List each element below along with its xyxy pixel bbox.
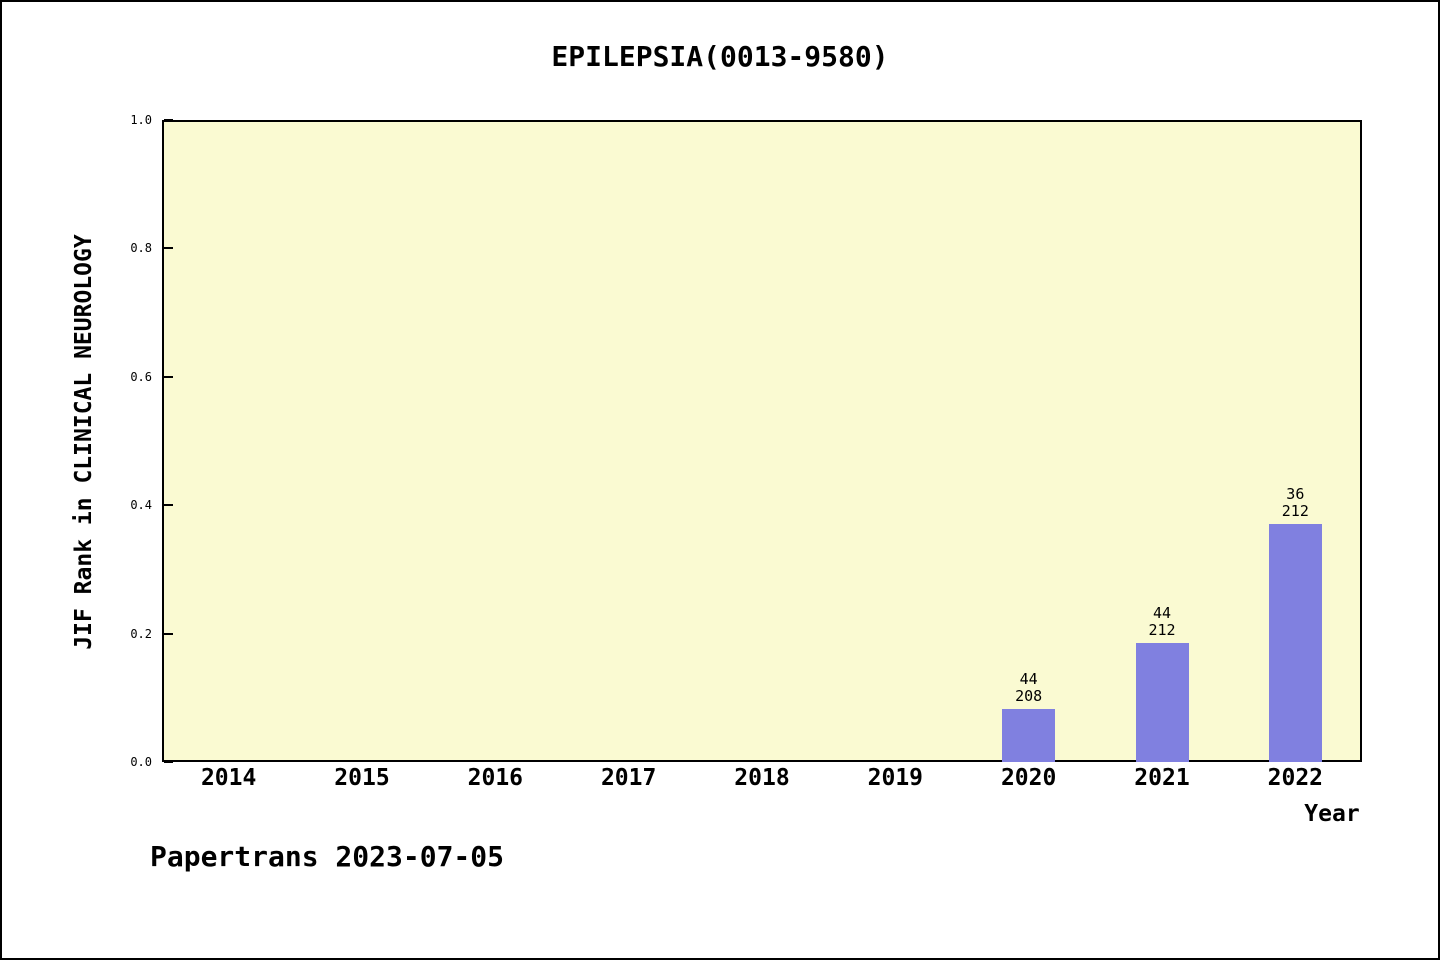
y-tick-label-0.4: 0.4 [130, 498, 152, 513]
bar-value-label-2022: 36 212 [1281, 484, 1309, 520]
y-tick-mark [164, 504, 173, 507]
y-axis-label: JIF Rank in CLINICAL NEUROLOGY [71, 234, 97, 650]
y-tick-mark [164, 247, 173, 250]
y-tick-mark [164, 632, 173, 635]
x-tick-label-2016: 2016 [467, 765, 524, 791]
y-tick-mark [164, 761, 173, 763]
bar-2021 [1135, 643, 1189, 762]
y-tick-label-0.6: 0.6 [130, 369, 152, 384]
bar-2020 [1002, 708, 1056, 762]
y-tick-label-1.0: 1.0 [130, 113, 152, 127]
x-tick-label-2020: 2020 [1000, 765, 1057, 791]
y-tick-mark [164, 375, 173, 378]
chart-title: EPILEPSIA(0013-9580) [551, 40, 889, 73]
x-tick-label-2021: 2021 [1134, 765, 1190, 791]
bar-2022 [1268, 523, 1322, 762]
y-tick-label-0.0: 0.0 [130, 755, 152, 769]
x-tick-label-2014: 2014 [200, 765, 257, 791]
y-tick-label-0.8: 0.8 [130, 241, 152, 256]
bar-value-label-2020: 44 208 [1015, 669, 1043, 705]
x-tick-label-2015: 2015 [334, 765, 390, 791]
x-tick-label-2019: 2019 [867, 765, 924, 791]
watermark-text: Papertrans 2023-07-05 [150, 840, 505, 873]
x-tick-label-2022: 2022 [1267, 765, 1324, 791]
x-tick-label-2017: 2017 [600, 765, 657, 791]
y-tick-label-0.2: 0.2 [130, 626, 152, 641]
y-tick-mark [164, 119, 173, 121]
bar-value-label-2021: 44 212 [1148, 604, 1176, 640]
x-axis-label: Year [1304, 801, 1360, 827]
x-tick-label-2018: 2018 [734, 765, 790, 791]
